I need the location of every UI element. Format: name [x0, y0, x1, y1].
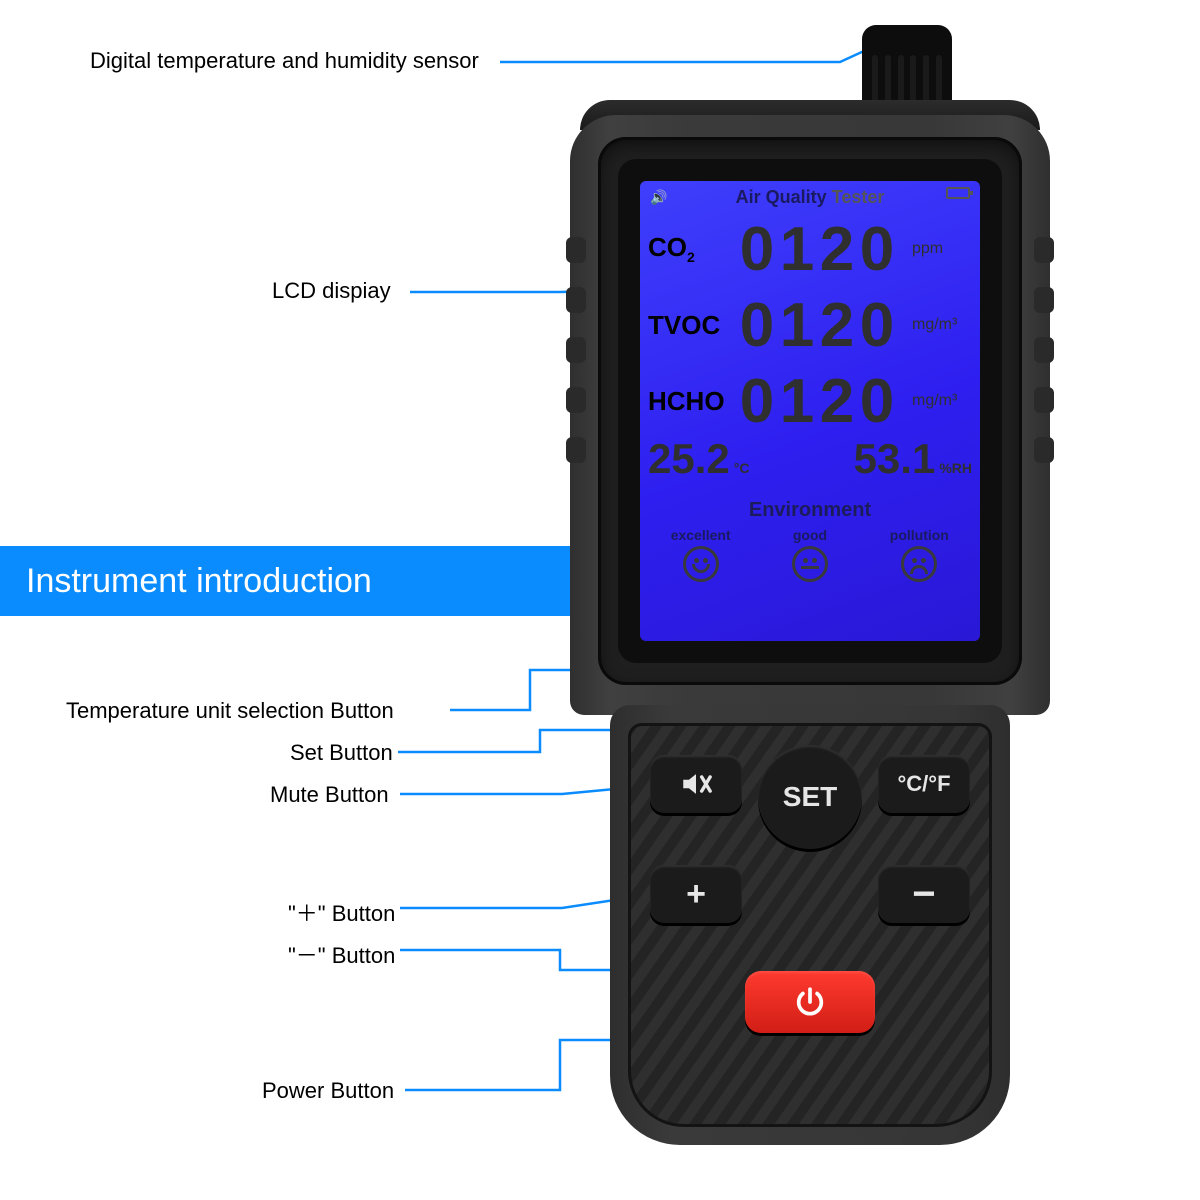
label-mute-button: Mute Button	[270, 782, 389, 808]
label-power-button: Power Button	[262, 1078, 394, 1104]
label-sensor: Digital temperature and humidity sensor	[90, 48, 479, 74]
set-button[interactable]: SET	[758, 745, 862, 849]
temp-value: 25.2	[648, 435, 730, 482]
banner-title: Instrument introduction	[0, 546, 590, 616]
lcd-screen: 🔊 Air Quality Tester CO20120ppmTVOC0120m…	[618, 159, 1002, 663]
label-temp-unit-button: Temperature unit selection Button	[66, 698, 394, 724]
label-lcd: LCD dispiay	[272, 278, 391, 304]
label-plus-button: "＋" Button	[288, 896, 395, 928]
label-minus-button: "－" Button	[288, 938, 395, 970]
plus-button[interactable]: +	[650, 865, 742, 923]
humidity-value: 53.1	[854, 435, 936, 482]
environment-title: Environment	[640, 499, 980, 522]
label-set-button: Set Button	[290, 740, 393, 766]
sensor-cap	[862, 25, 952, 110]
minus-button[interactable]: −	[878, 865, 970, 923]
battery-icon	[946, 187, 970, 199]
power-button[interactable]	[745, 971, 875, 1033]
button-panel: °C/°F SET + −	[610, 705, 1010, 1145]
device: 🔊 Air Quality Tester CO20120ppmTVOC0120m…	[570, 100, 1050, 1160]
mute-button[interactable]	[650, 755, 742, 813]
temp-unit-button[interactable]: °C/°F	[878, 755, 970, 813]
